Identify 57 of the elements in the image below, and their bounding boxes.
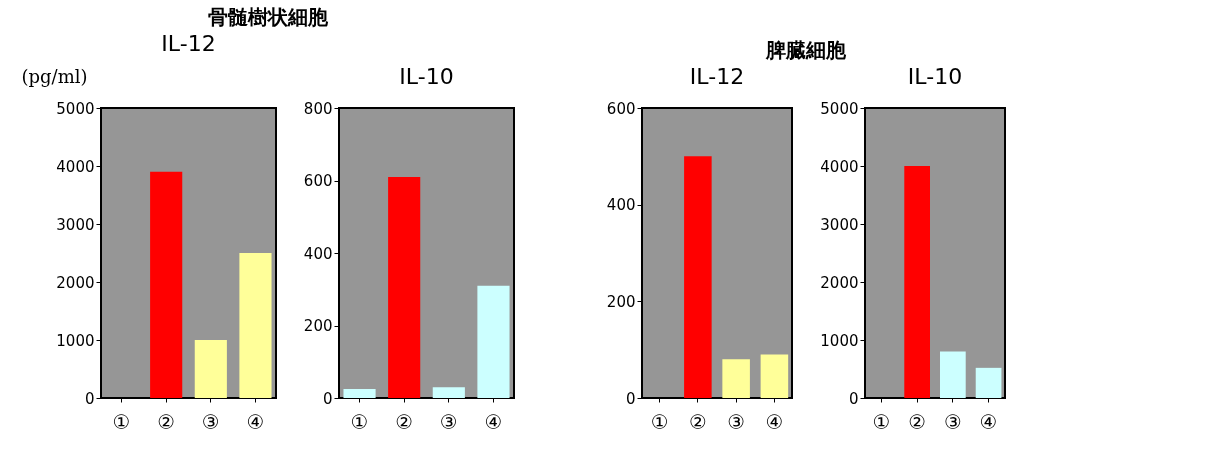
bar [194, 340, 227, 398]
x-tick-label: ② [908, 409, 927, 434]
y-tick-label: 5000 [56, 99, 95, 118]
y-tick-label: 800 [303, 99, 333, 118]
y-tick-label: 2000 [56, 273, 95, 292]
y-tick-label: 0 [322, 389, 333, 408]
chart-title: 脾臓細胞 [764, 38, 847, 62]
x-tick-label: ④ [484, 409, 503, 434]
y-tick-label: 1000 [56, 331, 95, 350]
x-tick-label: ③ [439, 409, 458, 434]
bar [388, 176, 421, 398]
x-tick-label: ① [872, 409, 891, 434]
bar [904, 166, 930, 398]
y-tick-label: 600 [606, 99, 636, 118]
y-tick-label: 3000 [820, 215, 859, 234]
x-tick-label: ④ [979, 409, 998, 434]
x-tick-label: ② [688, 409, 707, 434]
x-tick-label: ④ [765, 409, 784, 434]
bar [760, 354, 789, 398]
y-tick-label: 200 [606, 292, 636, 311]
x-tick-label: ③ [727, 409, 746, 434]
x-tick-label: ③ [201, 409, 220, 434]
y-tick-label: 3000 [56, 215, 95, 234]
y-tick-label: 400 [303, 244, 333, 263]
y-tick-label: 0 [84, 389, 95, 408]
bar [239, 253, 272, 398]
chart-subtitle: IL-12 [689, 64, 745, 89]
bar [975, 367, 1002, 398]
y-tick-label: 200 [303, 317, 333, 335]
bar [150, 171, 183, 398]
chart-subtitle: IL-12 [161, 31, 216, 56]
y-tick-label: 4000 [820, 157, 859, 176]
y-tick-label: 4000 [56, 157, 95, 176]
bar [432, 387, 465, 398]
x-tick-label: ② [395, 409, 414, 434]
x-tick-label: ① [350, 409, 369, 434]
x-tick-label: ③ [943, 409, 962, 434]
bar [940, 351, 966, 398]
y-tick-label: 600 [303, 172, 333, 190]
y-tick-label: 0 [625, 389, 636, 408]
x-tick-label: ① [650, 409, 669, 434]
y-tick-label: 0 [848, 389, 859, 408]
bar [343, 388, 376, 398]
y-tick-label: 2000 [820, 273, 859, 292]
x-tick-label: ② [157, 409, 176, 434]
chart-title: 骨髄樹状細胞 [207, 5, 329, 29]
bar [477, 285, 510, 398]
chart-subtitle: IL-10 [399, 64, 454, 89]
chart-subtitle: IL-10 [907, 64, 963, 89]
x-tick-label: ① [112, 409, 131, 434]
bar [684, 156, 712, 398]
x-tick-label: ④ [246, 409, 265, 434]
bar [722, 359, 750, 398]
y-tick-label: 400 [606, 196, 636, 215]
y-axis-title: (pg/ml) [21, 65, 88, 87]
y-tick-label: 1000 [820, 331, 859, 350]
y-tick-label: 5000 [820, 99, 859, 118]
